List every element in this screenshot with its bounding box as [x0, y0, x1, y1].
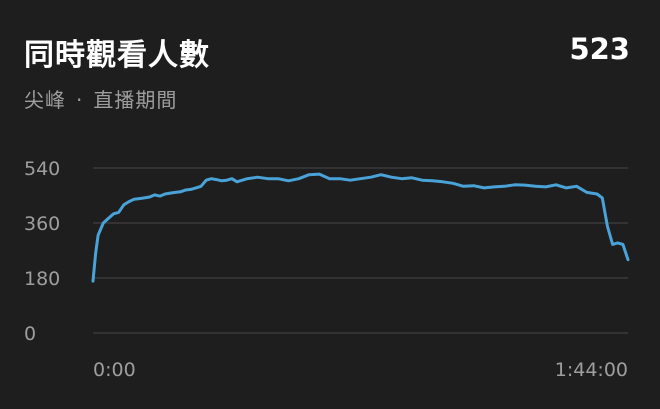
subtitle-separator: ·	[76, 88, 84, 112]
y-tick-label: 180	[24, 268, 60, 290]
subtitle-period-label: 直播期間	[93, 88, 178, 112]
x-tick-label-end: 1:44:00	[555, 359, 628, 381]
chart-grid	[93, 167, 628, 334]
chart-title: 同時觀看人數	[24, 38, 210, 73]
series-line-viewers	[91, 172, 630, 283]
chart-series	[91, 172, 630, 283]
y-tick-label: 0	[24, 323, 36, 345]
y-axis-labels: 0 180 360 540	[24, 158, 60, 345]
x-tick-label-start: 0:00	[93, 359, 136, 381]
x-axis-labels: 0:00 1:44:00	[93, 359, 628, 381]
y-tick-label: 540	[24, 158, 60, 180]
peak-value: 523	[569, 32, 630, 66]
chart-subtitle: 尖峰 · 直播期間	[24, 84, 177, 113]
y-tick-label: 360	[24, 213, 60, 235]
subtitle-peak-label: 尖峰	[24, 88, 66, 112]
